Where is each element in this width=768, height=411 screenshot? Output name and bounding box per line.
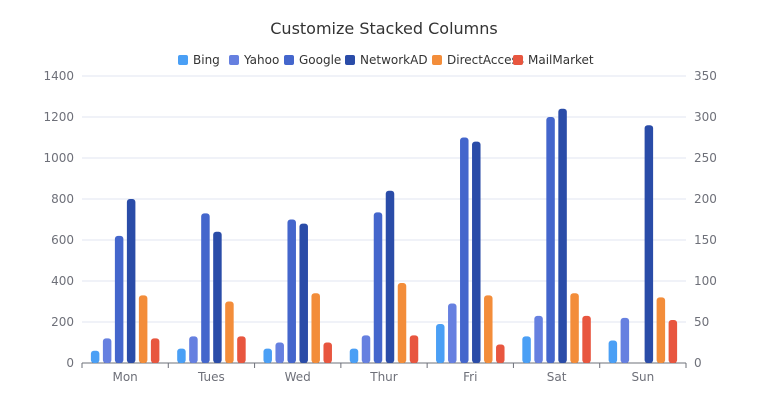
- bar-yahoo-thur: [361, 335, 371, 363]
- x-tick-label: Mon: [112, 370, 137, 384]
- bar-bing-thur: [349, 348, 359, 363]
- legend-swatch-yahoo: [229, 55, 239, 65]
- bar-bing-fri: [436, 324, 445, 363]
- bar-mailmarket-thur: [409, 335, 419, 363]
- bar-google-thur: [373, 212, 383, 363]
- bar-networkad-wed: [299, 223, 308, 363]
- bar-mailmarket-mon: [150, 338, 160, 363]
- bar-networkad-thur: [385, 190, 395, 363]
- legend-swatch-directaccess: [432, 55, 442, 65]
- y-tick-label: 0: [66, 356, 74, 370]
- y-tick-label: 400: [51, 274, 74, 288]
- bar-yahoo-mon: [102, 338, 112, 363]
- bar-bing-sun: [608, 340, 618, 363]
- bar-yahoo-tues: [189, 336, 198, 363]
- x-tick-label: Sun: [631, 370, 654, 384]
- y-tick-label: 1000: [43, 151, 74, 165]
- legend-label-bing: Bing: [193, 53, 220, 67]
- bar-networkad-tues: [213, 231, 222, 363]
- bar-networkad-sun: [644, 125, 654, 363]
- bar-mailmarket-tues: [237, 336, 246, 363]
- y-tick-label: 800: [51, 192, 74, 206]
- bar-directaccess-wed: [311, 293, 320, 363]
- bar-networkad-sat: [558, 108, 567, 363]
- legend-label-google: Google: [299, 53, 341, 67]
- legend-label-yahoo: Yahoo: [243, 53, 279, 67]
- x-tick-label: Sat: [547, 370, 567, 384]
- bar-bing-sat: [522, 336, 531, 363]
- y-right-tick-label: 200: [694, 192, 717, 206]
- y-right-tick-label: 250: [694, 151, 717, 165]
- y-tick-label: 600: [51, 233, 74, 247]
- bar-google-wed: [287, 219, 296, 363]
- bar-mailmarket-sat: [582, 315, 591, 363]
- bar-directaccess-sun: [656, 297, 666, 363]
- x-tick-label: Tues: [197, 370, 225, 384]
- legend[interactable]: Bing Yahoo Google NetworkAD DirectAccess Mail…: [178, 53, 594, 67]
- bar-bing-tues: [177, 348, 186, 363]
- bar-bing-mon: [90, 350, 100, 363]
- bar-bing-wed: [263, 348, 272, 363]
- bar-yahoo-sun: [620, 317, 630, 363]
- y-tick-label: 200: [51, 315, 74, 329]
- legend-label-networkad: NetworkAD: [360, 53, 428, 67]
- bar-google-fri: [460, 137, 469, 363]
- legend-swatch-networkad: [345, 55, 355, 65]
- bar-google-mon: [114, 235, 124, 363]
- legend-label-directaccess: DirectAccess: [447, 53, 524, 67]
- bar-directaccess-tues: [225, 301, 234, 363]
- legend-swatch-google: [284, 55, 294, 65]
- bar-mailmarket-sun: [668, 319, 678, 363]
- x-tick-label: Thur: [369, 370, 398, 384]
- y-right-tick-label: 50: [694, 315, 709, 329]
- bar-directaccess-thur: [397, 283, 407, 363]
- bar-google-sat: [546, 117, 555, 363]
- chart-title: Customize Stacked Columns: [270, 19, 498, 38]
- bar-yahoo-wed: [275, 342, 284, 363]
- bar-yahoo-fri: [448, 303, 457, 363]
- bar-directaccess-fri: [484, 295, 493, 363]
- bar-networkad-mon: [126, 199, 136, 363]
- y-right-tick-label: 100: [694, 274, 717, 288]
- y-right-tick-label: 300: [694, 110, 717, 124]
- bar-directaccess-mon: [138, 295, 148, 363]
- y-right-tick-label: 0: [694, 356, 702, 370]
- bar-yahoo-sat: [534, 315, 543, 363]
- y-tick-label: 1400: [43, 69, 74, 83]
- legend-swatch-mailmarket: [513, 55, 523, 65]
- bar-directaccess-sat: [570, 293, 579, 363]
- y-right-tick-label: 150: [694, 233, 717, 247]
- x-tick-label: Fri: [463, 370, 477, 384]
- legend-swatch-bing: [178, 55, 188, 65]
- bar-networkad-fri: [472, 141, 481, 363]
- y-right-tick-label: 350: [694, 69, 717, 83]
- y-tick-label: 1200: [43, 110, 74, 124]
- bar-mailmarket-wed: [323, 342, 332, 363]
- legend-label-mailmarket: MailMarket: [528, 53, 594, 67]
- bar-mailmarket-fri: [496, 344, 505, 363]
- x-tick-label: Wed: [285, 370, 311, 384]
- bar-google-tues: [201, 213, 210, 363]
